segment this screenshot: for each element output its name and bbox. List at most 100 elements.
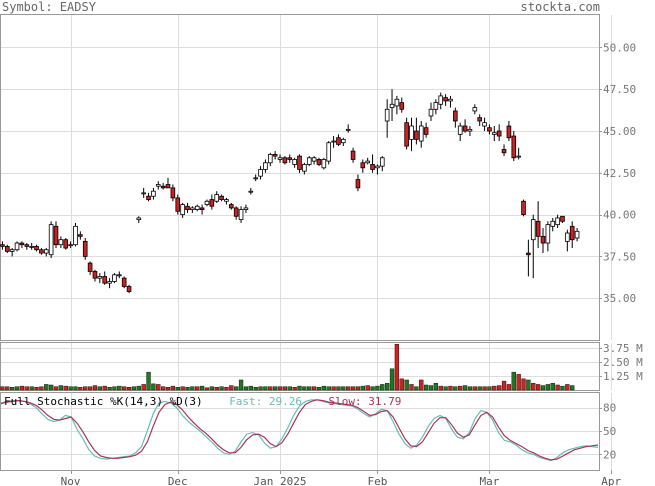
candle-body (297, 155, 302, 170)
volume-bar (375, 385, 380, 391)
candle (462, 119, 468, 133)
candle-body (87, 262, 93, 272)
candle (267, 152, 273, 167)
candle (219, 194, 224, 202)
candle (311, 156, 317, 165)
candle (233, 206, 239, 220)
candle (302, 162, 307, 175)
volume-bar (287, 386, 292, 391)
candle-body (448, 98, 453, 102)
candle (73, 222, 78, 247)
candle-body (185, 205, 190, 210)
candle-body (355, 179, 361, 189)
x-tick-label: Jan 2025 (254, 475, 307, 486)
volume-bar (389, 368, 395, 391)
candle (297, 154, 302, 173)
candle (24, 243, 30, 250)
volume-bar (385, 383, 390, 391)
volume-bar (380, 384, 385, 391)
candle-body (399, 102, 405, 110)
candle-body (229, 204, 234, 209)
candle-body (155, 184, 161, 187)
candle (370, 154, 375, 173)
candle-body (160, 185, 166, 189)
candle-body (43, 249, 49, 254)
volume-bar (531, 383, 536, 391)
volume-bar (277, 386, 283, 391)
volume-bar (229, 385, 234, 391)
candle (535, 201, 541, 249)
candle (151, 187, 156, 200)
candle (418, 120, 424, 148)
candle-body (365, 160, 370, 164)
volume-panel-frame (0, 342, 600, 391)
candle-body (73, 225, 78, 246)
candle (516, 147, 521, 160)
candle-body (117, 274, 122, 277)
candle-body (170, 187, 176, 199)
candle-body (243, 207, 249, 211)
candle-body (443, 97, 448, 102)
candle-body (511, 135, 517, 159)
candle (526, 239, 531, 277)
candle-body (238, 209, 244, 221)
candle (316, 157, 322, 167)
price-tick-label: 50.00 (603, 41, 636, 54)
candle (277, 154, 283, 163)
candle-body (102, 276, 108, 284)
candle-body (282, 157, 288, 164)
candle-body (253, 177, 258, 180)
stochastic-lines (0, 399, 599, 462)
candle-body (394, 98, 400, 107)
candle (350, 147, 356, 163)
candle (399, 97, 405, 113)
candle (331, 136, 336, 148)
candle-body (107, 281, 112, 284)
candle-body (438, 95, 444, 105)
candle (545, 221, 551, 252)
candle (258, 166, 263, 180)
candle (68, 241, 73, 249)
candle-body (219, 195, 224, 200)
candle (487, 124, 492, 135)
candle (287, 154, 293, 163)
volume-bar (501, 380, 507, 391)
site-watermark: stockta.com (520, 0, 600, 14)
candle (511, 131, 517, 162)
candle (63, 238, 69, 250)
candle (360, 159, 366, 173)
candle-body (530, 219, 536, 241)
candle (345, 124, 351, 133)
candle (496, 124, 502, 142)
candle-body (194, 205, 200, 210)
volume-bar (238, 379, 244, 391)
candle (550, 217, 556, 232)
candle (491, 126, 497, 142)
candle (253, 174, 258, 182)
volume-bar (545, 384, 551, 391)
volume-bar (136, 385, 141, 391)
candle (384, 99, 390, 138)
candle-body (53, 225, 59, 246)
volume-bar (438, 385, 443, 391)
candle-body (326, 142, 332, 162)
volume-bar (550, 383, 555, 391)
volume-bar (423, 384, 429, 391)
candle-body (462, 125, 468, 132)
volume-bar (126, 387, 132, 391)
volume-tick-label: 1.25 M (603, 370, 643, 383)
candle-body (506, 125, 512, 139)
candle (521, 199, 526, 217)
candle-body (496, 130, 502, 137)
candle (155, 181, 161, 190)
price-tick-label: 42.50 (603, 167, 636, 180)
volume-bar (10, 387, 15, 391)
candle (190, 206, 195, 213)
volume-bar (190, 386, 195, 391)
volume-bar (151, 383, 156, 391)
volume-bar (419, 379, 424, 391)
candle-body (63, 239, 69, 249)
candle (453, 107, 458, 128)
